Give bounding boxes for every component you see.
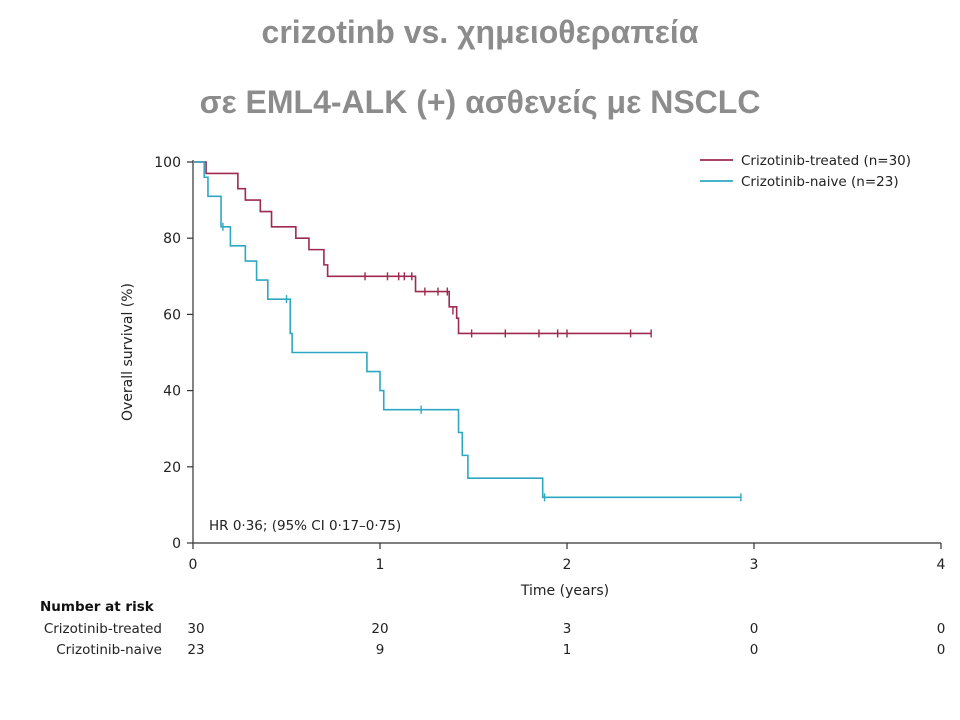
chart-axes: 0 20 40 60 80 100 0 1 2 3 4 bbox=[154, 155, 945, 573]
risk-value-naive: 23 bbox=[187, 642, 204, 658]
hazard-ratio-annotation: HR 0·36; (95% CI 0·17–0·75) bbox=[209, 518, 401, 534]
y-tick-label: 0 bbox=[172, 536, 181, 552]
risk-row-label-naive: Crizotinib-naive bbox=[56, 642, 162, 658]
x-tick-label: 3 bbox=[750, 557, 759, 573]
chart-series bbox=[193, 161, 742, 502]
y-tick-label: 60 bbox=[163, 307, 181, 323]
risk-value-treated: 20 bbox=[371, 621, 388, 637]
risk-value-naive: 1 bbox=[563, 642, 572, 658]
x-tick-label: 0 bbox=[189, 557, 198, 573]
series-line-treated bbox=[193, 161, 652, 335]
x-tick-label: 1 bbox=[376, 557, 385, 573]
y-tick-label: 40 bbox=[163, 384, 181, 400]
risk-value-naive: 0 bbox=[750, 642, 759, 658]
risk-value-naive: 0 bbox=[937, 642, 946, 658]
y-tick-label: 20 bbox=[163, 460, 181, 476]
slide-title-line-2: σε EML4-ALK (+) ασθενείς με NSCLC bbox=[199, 84, 761, 120]
risk-value-treated: 0 bbox=[937, 621, 946, 637]
y-tick-label: 100 bbox=[154, 155, 181, 171]
x-axis-title: Time (years) bbox=[520, 583, 609, 599]
risk-value-treated: 0 bbox=[750, 621, 759, 637]
series-line-naive bbox=[193, 161, 741, 499]
slide-title-line-1: crizotinb vs. χημειοθεραπεία bbox=[261, 14, 699, 50]
risk-value-naive: 9 bbox=[376, 642, 385, 658]
y-tick-label: 80 bbox=[163, 231, 181, 247]
risk-value-treated: 30 bbox=[187, 621, 204, 637]
risk-row-label-treated: Crizotinib-treated bbox=[44, 621, 162, 637]
legend-label-naive: Crizotinib-naive (n=23) bbox=[741, 174, 899, 190]
risk-table-header: Number at risk bbox=[40, 599, 155, 615]
y-axis-title: Overall survival (%) bbox=[120, 283, 136, 421]
chart-legend: Crizotinib-treated (n=30) Crizotinib-naiv… bbox=[700, 153, 911, 190]
x-tick-label: 2 bbox=[563, 557, 572, 573]
legend-label-treated: Crizotinib-treated (n=30) bbox=[741, 153, 911, 169]
x-tick-label: 4 bbox=[937, 557, 946, 573]
number-at-risk-table: Number at risk Crizotinib-treated 30 20 3 0 0… bbox=[40, 599, 945, 658]
risk-value-treated: 3 bbox=[563, 621, 572, 637]
